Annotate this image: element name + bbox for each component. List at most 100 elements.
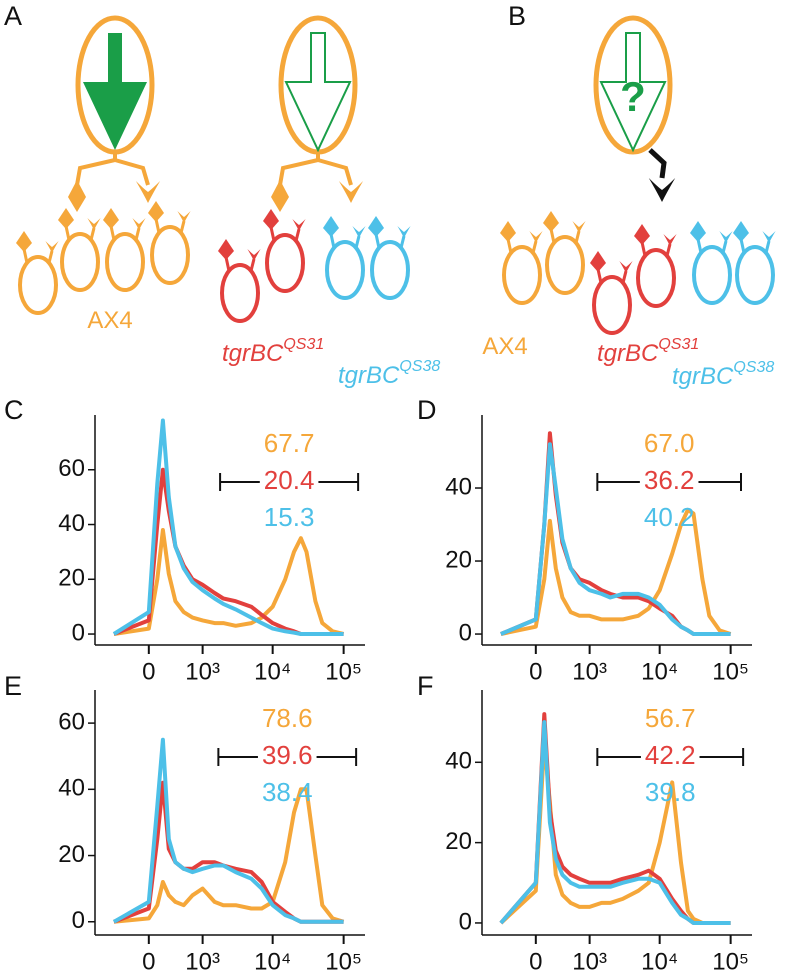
ligand <box>263 209 279 230</box>
ligand <box>500 221 516 242</box>
x-tick-label: 10³ <box>185 948 220 975</box>
x-tick-label: 10⁵ <box>325 658 362 685</box>
cell <box>636 248 676 308</box>
cell <box>370 240 410 300</box>
strain-label: tgrBCQS38 <box>672 359 774 390</box>
y-tick-label: 40 <box>445 748 472 775</box>
histogram-line <box>113 787 345 924</box>
stalk <box>179 220 186 234</box>
ligand <box>690 221 706 242</box>
histogram-line <box>500 442 731 636</box>
strain-label: AX4 <box>482 333 527 360</box>
y-tick-label: 20 <box>445 828 472 855</box>
receptor <box>619 261 633 273</box>
arrow <box>599 32 667 153</box>
gate-percent: 78.6 <box>262 703 313 733</box>
gate-gap <box>259 464 319 495</box>
y-tick-label: 0 <box>459 908 472 935</box>
receptor <box>648 178 676 202</box>
strain-superscript: QS31 <box>658 336 699 353</box>
x-tick-label: 0 <box>142 948 155 975</box>
cell <box>220 263 260 323</box>
receptor <box>45 241 59 253</box>
y-tick-label: 20 <box>58 841 85 868</box>
x-tick-label: 10⁴ <box>641 948 678 975</box>
stalk <box>317 158 353 186</box>
strain-name: tgrBC <box>338 362 400 389</box>
x-tick-label: 10⁵ <box>712 658 749 685</box>
panel-label: F <box>417 671 434 701</box>
gate-percent: 15.3 <box>264 502 315 532</box>
stalk <box>114 158 150 186</box>
gate-percent: 39.8 <box>645 777 696 807</box>
ligand <box>634 224 650 245</box>
strain-label: tgrBCQS31 <box>222 336 324 367</box>
stalk <box>134 227 141 241</box>
receptor <box>529 231 543 243</box>
strain-superscript: QS38 <box>399 358 440 375</box>
stalk <box>354 235 361 249</box>
stalk <box>47 250 54 264</box>
receptor <box>135 181 161 203</box>
cell <box>265 233 305 293</box>
strain-name: AX4 <box>87 307 132 334</box>
y-tick-label: 40 <box>445 473 472 500</box>
y-tick-label: 20 <box>58 565 85 592</box>
receptor <box>663 234 677 246</box>
x-tick-label: 10⁴ <box>254 658 291 685</box>
x-tick-label: 0 <box>529 948 542 975</box>
stalk <box>249 258 256 272</box>
ligand <box>103 208 119 229</box>
x-tick-label: 10³ <box>572 658 607 685</box>
receptor <box>397 226 411 238</box>
cell <box>592 275 632 335</box>
receptor <box>247 249 261 261</box>
receptor <box>338 181 364 203</box>
stalk <box>89 227 96 241</box>
y-tick-label: 60 <box>58 708 85 735</box>
x-tick-label: 10⁵ <box>712 948 749 975</box>
x-tick-label: 10⁴ <box>254 948 291 975</box>
y-tick-label: 0 <box>72 907 85 934</box>
ligand <box>148 201 164 222</box>
receptor <box>292 219 306 231</box>
stalk <box>665 243 672 257</box>
panel-label: B <box>508 1 526 31</box>
receptor <box>352 226 366 238</box>
gate-percent: 36.2 <box>644 465 695 495</box>
receptor <box>177 211 191 223</box>
receptor-stalk <box>648 148 667 179</box>
stalk <box>75 152 117 186</box>
y-tick-label: 40 <box>58 510 85 537</box>
gate-percent: 56.7 <box>645 703 696 733</box>
ligand <box>323 216 339 237</box>
stalk <box>764 240 771 254</box>
histogram-line <box>500 507 732 636</box>
cell <box>60 232 100 292</box>
gate-gap <box>639 464 699 495</box>
panel-label: C <box>4 395 24 425</box>
receptor <box>762 231 776 243</box>
ligand <box>590 251 606 272</box>
histogram-line <box>112 737 344 924</box>
gate-percent: 67.0 <box>644 428 695 458</box>
arrow <box>83 33 147 150</box>
cell <box>692 245 732 305</box>
gate-percent: 67.7 <box>264 428 315 458</box>
y-tick-label: 0 <box>459 619 472 646</box>
strain-name: AX4 <box>482 333 527 360</box>
gate-percent: 20.4 <box>264 465 315 495</box>
stalk <box>574 230 581 244</box>
y-tick-label: 60 <box>58 455 85 482</box>
gate-percent: 40.2 <box>644 502 695 532</box>
histogram-line <box>113 528 345 636</box>
histogram-line <box>499 720 731 925</box>
cell <box>325 240 365 300</box>
ligand <box>16 231 32 252</box>
ligand <box>218 239 234 260</box>
stalk <box>621 270 628 284</box>
strain-superscript: QS38 <box>733 359 774 376</box>
strain-label: AX4 <box>87 307 132 334</box>
strain-name: tgrBC <box>672 363 734 390</box>
